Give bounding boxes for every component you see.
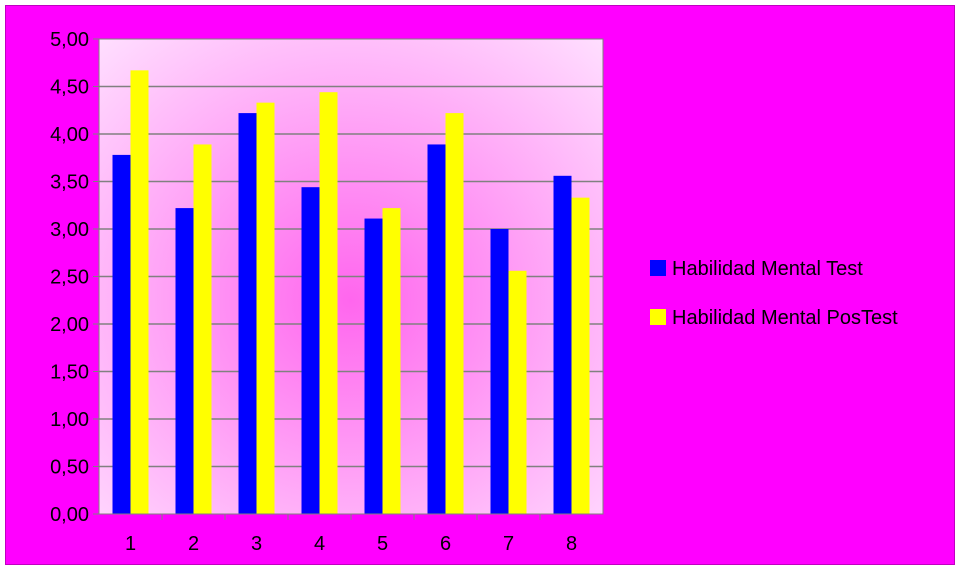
x-tick-label: 8 (566, 533, 577, 555)
bar-test (175, 208, 194, 514)
y-tick-label: 4,50 (50, 77, 89, 99)
legend-swatch (650, 260, 666, 276)
y-tick-label: 1,50 (50, 362, 89, 384)
legend: Habilidad Mental Test Habilidad Mental Po… (650, 258, 898, 329)
bar-postest (256, 102, 275, 515)
legend-label: Habilidad Mental PosTest (672, 307, 898, 329)
y-tick-label: 2,00 (50, 314, 89, 336)
y-tick-label: 3,00 (50, 219, 89, 241)
axes: 0,00 0,50 1,00 1,50 2,00 2,50 3,00 3,50 4,00 4,50… (50, 29, 603, 555)
y-tick-label: 2,50 (50, 267, 89, 289)
bar-postest (445, 113, 464, 514)
bar-postest (571, 197, 590, 514)
bar-postest (382, 208, 401, 514)
x-tick-label: 3 (251, 533, 262, 555)
chart-frame: 0,00 0,50 1,00 1,50 2,00 2,50 3,00 3,50 4,00 4,50… (5, 5, 955, 565)
y-tick-label: 0,00 (50, 504, 89, 526)
x-tick-label: 5 (377, 533, 388, 555)
y-tick-label: 0,50 (50, 457, 89, 479)
bars (112, 70, 590, 515)
y-tick-label: 5,00 (50, 29, 89, 51)
bar-test (238, 113, 257, 514)
bar-postest (319, 92, 338, 514)
x-tick-label: 6 (440, 533, 451, 555)
y-tick-label: 1,00 (50, 409, 89, 431)
legend-swatch (650, 309, 666, 325)
x-tick-label: 2 (188, 533, 199, 555)
bar-test (112, 154, 131, 514)
x-tick-label: 4 (314, 533, 325, 555)
y-tick-label: 4,00 (50, 124, 89, 146)
y-tick-label: 3,50 (50, 172, 89, 194)
bar-postest (193, 144, 212, 514)
bar-chart: 0,00 0,50 1,00 1,50 2,00 2,50 3,00 3,50 4,00 4,50… (50, 29, 898, 555)
x-tick-label: 1 (125, 533, 136, 555)
bar-test (490, 229, 509, 514)
x-tick-label: 7 (503, 533, 514, 555)
bar-postest (130, 70, 149, 514)
bar-postest (508, 270, 527, 514)
legend-label: Habilidad Mental Test (672, 258, 863, 280)
bar-test (553, 175, 572, 515)
bar-test (301, 187, 320, 514)
bar-test (427, 144, 446, 514)
bar-test (364, 218, 383, 515)
